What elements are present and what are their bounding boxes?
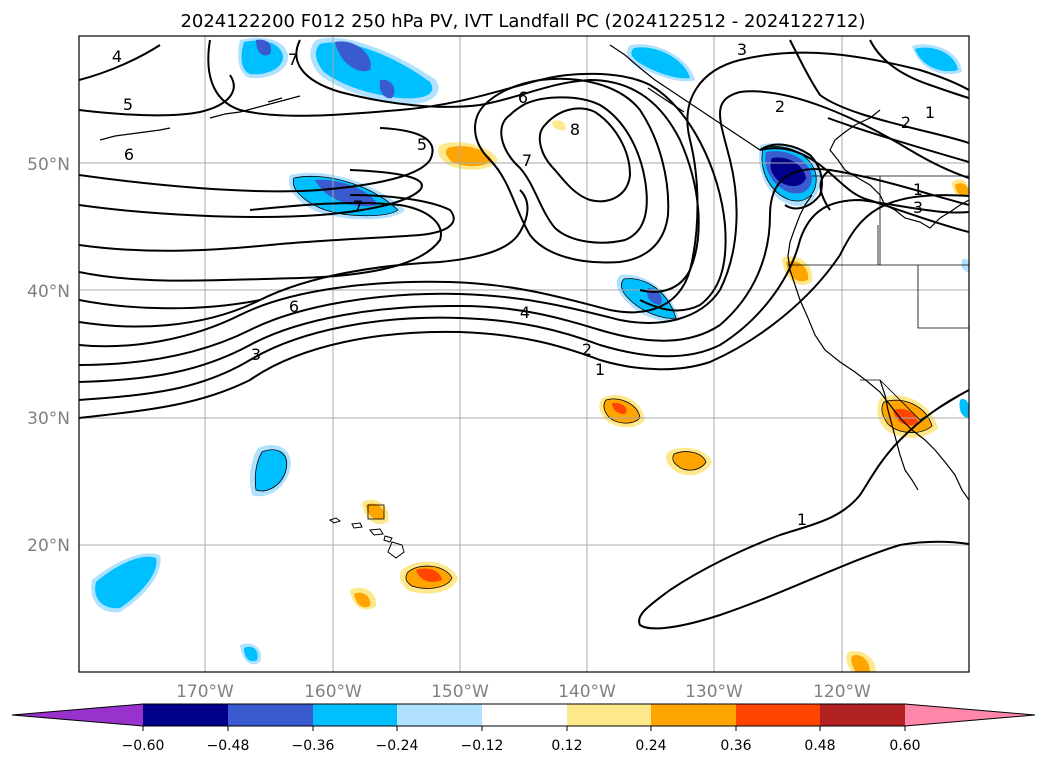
contour-label: 1 bbox=[797, 510, 807, 529]
contour-label: 7 bbox=[353, 197, 363, 216]
contour-label: 2 bbox=[582, 340, 592, 359]
colorbar-tick-label: −0.24 bbox=[376, 738, 419, 754]
colorbar-tick-label: 0.24 bbox=[635, 738, 666, 754]
map-panel: 4 5 6 7 5 6 7 8 7 6 3 4 2 1 3 2 1 2 1 3 bbox=[78, 35, 970, 673]
contour-label: 1 bbox=[595, 360, 605, 379]
contour-label: 2 bbox=[775, 97, 785, 116]
colorbar-tick-label: 0.12 bbox=[551, 738, 582, 754]
colorbar: −0.60 −0.48 −0.36 −0.24 −0.12 0.12 0.24 … bbox=[11, 703, 1036, 754]
map-background bbox=[79, 36, 969, 672]
lat-tick-label: 40°N bbox=[27, 282, 70, 302]
colorbar-tick-label: 0.48 bbox=[804, 738, 835, 754]
coastlines bbox=[99, 44, 969, 501]
colorbar-under-arrow bbox=[12, 704, 143, 726]
hawaii-islands bbox=[328, 517, 405, 559]
contour-label: 3 bbox=[913, 198, 923, 217]
lat-tick-labels: 50°N 40°N 30°N 20°N bbox=[27, 155, 70, 556]
colorbar-segment bbox=[820, 704, 905, 726]
contour-label: 7 bbox=[288, 50, 298, 69]
colorbar-over-arrow bbox=[905, 704, 1035, 726]
colorbar-segment bbox=[397, 704, 482, 726]
colorbar-tick-label: −0.12 bbox=[461, 738, 504, 754]
lon-tick-label: 150°W bbox=[431, 682, 489, 702]
colorbar-segment bbox=[567, 704, 651, 726]
pv-contours bbox=[79, 39, 969, 630]
contour-label: 3 bbox=[737, 40, 747, 59]
contour-label: 6 bbox=[289, 297, 299, 316]
colorbar-segment bbox=[313, 704, 397, 726]
colorbar-segment bbox=[228, 704, 313, 726]
contour-label: 2 bbox=[901, 113, 911, 132]
contour-label: 3 bbox=[251, 345, 261, 364]
lat-tick-label: 30°N bbox=[27, 409, 70, 429]
colorbar-tick-label: 0.36 bbox=[720, 738, 751, 754]
contour-label: 5 bbox=[123, 95, 133, 114]
contour-label: 6 bbox=[518, 88, 528, 107]
contour-labels: 4 5 6 7 5 6 7 8 7 6 3 4 2 1 3 2 1 2 1 3 bbox=[112, 40, 935, 529]
contour-label: 1 bbox=[913, 180, 923, 199]
contour-label: 4 bbox=[112, 47, 122, 66]
colorbar-segment bbox=[482, 704, 567, 726]
contour-label: 7 bbox=[522, 151, 532, 170]
lon-tick-labels: 170°W 160°W 150°W 140°W 130°W 120°W bbox=[176, 682, 871, 702]
contour-label: 6 bbox=[124, 145, 134, 164]
colorbar-segment bbox=[651, 704, 736, 726]
lon-tick-label: 140°W bbox=[558, 682, 616, 702]
colorbar-tick-label: 0.60 bbox=[889, 738, 920, 754]
figure-title: 2024122200 F012 250 hPa PV, IVT Landfall… bbox=[180, 11, 865, 32]
lon-tick-label: 170°W bbox=[176, 682, 234, 702]
lat-tick-label: 20°N bbox=[27, 536, 70, 556]
contour-label: 5 bbox=[417, 135, 427, 154]
colorbar-tick-label: −0.48 bbox=[207, 738, 250, 754]
lon-tick-label: 160°W bbox=[304, 682, 362, 702]
contour-label: 1 bbox=[925, 103, 935, 122]
map-frame bbox=[78, 35, 970, 673]
colorbar-segment bbox=[143, 704, 228, 726]
lon-tick-label: 120°W bbox=[813, 682, 871, 702]
lat-tick-label: 50°N bbox=[27, 155, 70, 175]
colorbar-tick-label: −0.36 bbox=[292, 738, 335, 754]
colorbar-segment bbox=[736, 704, 820, 726]
contour-label: 8 bbox=[570, 120, 580, 139]
colorbar-tick-label: −0.60 bbox=[122, 738, 165, 754]
shading-outlines bbox=[254, 146, 933, 589]
lon-tick-label: 130°W bbox=[685, 682, 743, 702]
contour-label: 4 bbox=[520, 303, 530, 322]
